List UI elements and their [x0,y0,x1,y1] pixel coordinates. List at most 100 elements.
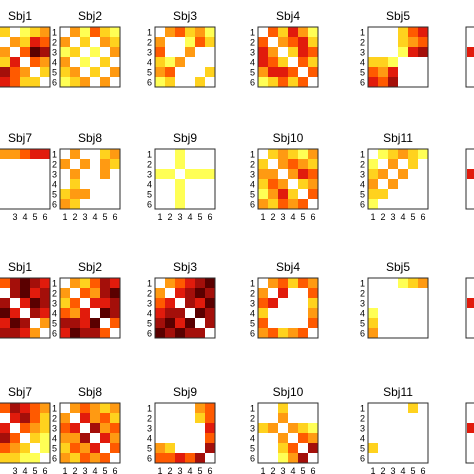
y-tick-label: 3 [52,299,57,309]
heatmap-cell [80,433,91,444]
heatmap-cell [418,298,429,309]
heatmap-cell [10,169,21,180]
heatmap-cell [110,403,121,414]
x-tick-label: 5 [32,212,37,222]
heatmap-cell [100,453,111,464]
heatmap-cell [30,328,41,339]
heatmap-cell [368,298,379,309]
x-tick-label: 3 [280,466,285,474]
heatmap-cell [298,189,309,200]
heatmap-cell [100,433,111,444]
heatmap-cell [110,443,121,454]
heatmap-cell [155,179,166,190]
panel-frame [367,277,429,339]
heatmap-cell [185,318,196,329]
heatmap-cell [110,67,121,78]
heatmap-cell [418,199,429,210]
heatmap-cell [70,149,81,160]
heatmap-cell [20,57,31,68]
heatmap-cell [0,423,11,434]
heatmap-cell [110,179,121,190]
heatmap-cell [268,57,279,68]
heatmap-cell [80,288,91,299]
heatmap-cell [195,67,206,78]
x-tick-label: 2 [167,212,172,222]
heatmap-cell [155,47,166,58]
heatmap-cell [278,159,289,170]
heatmap-cell [60,159,71,170]
heatmap-cell [368,199,379,210]
y-tick-label: 4 [147,180,152,190]
heatmap-cell [298,453,309,464]
panel-frame [0,148,51,210]
x-tick-label: 4 [290,466,295,474]
heatmap-cell [278,433,289,444]
heatmap-cell [368,423,379,434]
heatmap-cell [70,308,81,319]
heatmap-cell [175,67,186,78]
heatmap-cell [175,199,186,210]
heatmap-cell [418,328,429,339]
heatmap-cell [10,179,21,190]
x-tick-label: 3 [82,212,87,222]
heatmap-cell [308,199,319,210]
heatmap-cell [398,308,409,319]
heatmap-cell [185,27,196,38]
heatmap-cell [175,453,186,464]
heatmap-cell [110,278,121,289]
y-tick-label: 3 [360,424,365,434]
heatmap-cell [308,423,319,434]
heatmap-cell [205,77,216,88]
heatmap-cell [398,433,409,444]
heatmap-cell [20,37,31,48]
heatmap-cell [40,443,51,454]
heatmap-cell [30,47,41,58]
x-tick-label: 6 [420,466,425,474]
heatmap-cell [165,199,176,210]
heatmap-cell [298,423,309,434]
heatmap-cell [0,57,11,68]
heatmap-cell [205,67,216,78]
heatmap-cell [388,443,399,454]
heatmap-cell [258,37,269,48]
heatmap-cell [30,159,41,170]
heatmap-cell [185,453,196,464]
heatmap-cell [308,403,319,414]
heatmap-cell [418,453,429,464]
heatmap-cell [378,423,389,434]
heatmap-cell [155,189,166,200]
heatmap-cell [185,328,196,339]
heatmap-cell [10,443,21,454]
heatmap-cell [30,27,41,38]
heatmap-cell [378,169,389,180]
y-tick-label: 6 [147,454,152,464]
heatmap-cell [278,37,289,48]
x-tick-label: 1 [157,212,162,222]
heatmap-cell [20,189,31,200]
heatmap-cell [70,318,81,329]
heatmap-cell [175,37,186,48]
heatmap-cell [398,37,409,48]
heatmap-cell [60,189,71,200]
heatmap-cell [70,169,81,180]
heatmap-cell [418,308,429,319]
y-tick-label: 1 [147,404,152,414]
heatmap-cell [60,169,71,180]
x-tick-label: 2 [380,466,385,474]
heatmap-cell [195,149,206,160]
heatmap-cell [278,189,289,200]
heatmap-cell [70,413,81,424]
heatmap-cell [90,318,101,329]
heatmap-cell [298,77,309,88]
heatmap-cell [418,433,429,444]
heatmap-cell [40,278,51,289]
heatmap-cell [278,278,289,289]
heatmap-cell [165,413,176,424]
heatmap-cell [165,57,176,68]
heatmap-cell [165,318,176,329]
panel-title: Sbj11 [383,385,413,399]
heatmap-cell [268,288,279,299]
heatmap-cell [175,169,186,180]
